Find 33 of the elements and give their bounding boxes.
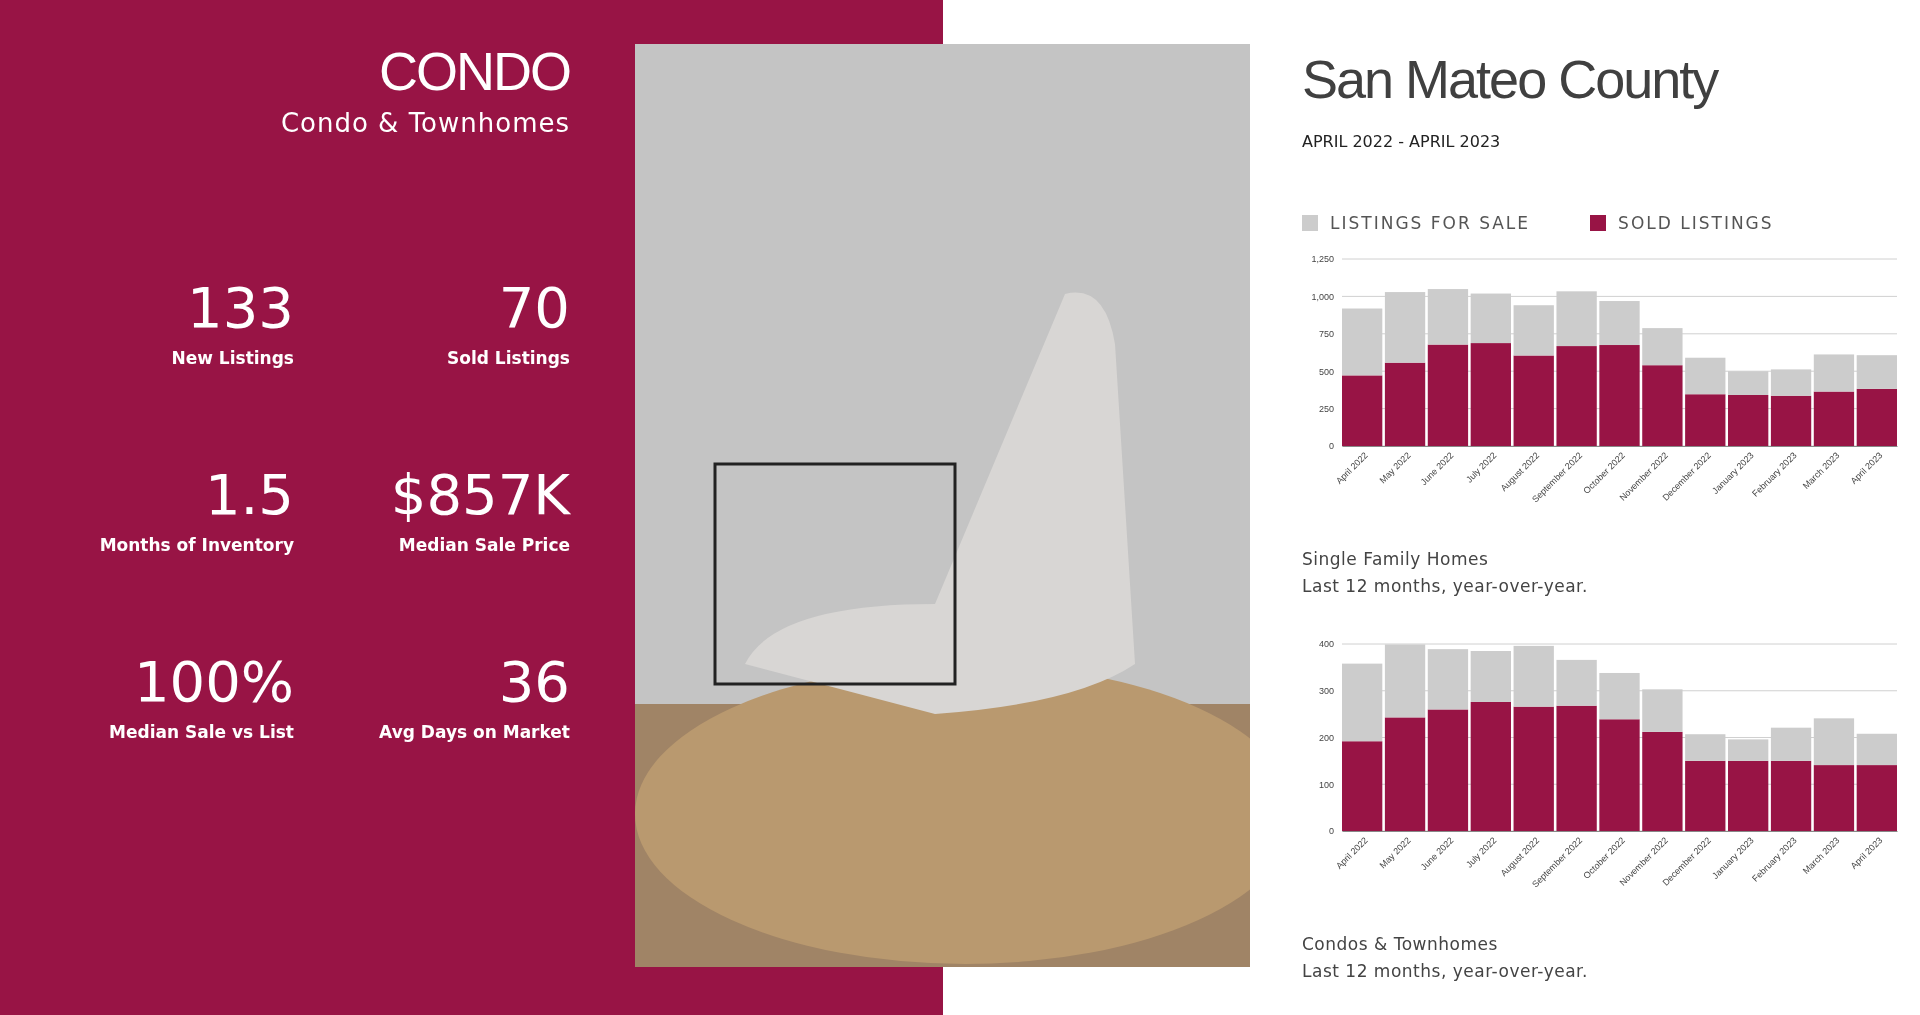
text: Avg Days on Market xyxy=(379,722,570,742)
y-tick-label: 300 xyxy=(1318,686,1334,697)
text: Single Family Homes xyxy=(1302,548,1490,571)
chart-subtitle: APRIL 2022 - APRIL 2023 xyxy=(1302,132,1502,151)
text: $857K xyxy=(390,462,570,527)
text: Condo & Townhomes xyxy=(279,108,570,138)
text: Sold Listings xyxy=(447,348,570,368)
text: Months of Inventory xyxy=(99,535,294,555)
text: 36 xyxy=(497,649,570,714)
text: 1.5 xyxy=(203,462,294,527)
chart-title: San Mateo County xyxy=(1302,48,1719,110)
text: New Listings xyxy=(171,348,294,368)
text: 133 xyxy=(186,275,294,340)
y-tick-label: 250 xyxy=(1318,403,1334,414)
text: CONDO xyxy=(378,40,570,102)
text: Last 12 months, year-over-year. xyxy=(1302,575,1589,598)
y-tick-label: 200 xyxy=(1318,732,1334,743)
y-tick-label: 500 xyxy=(1318,366,1334,377)
text: 70 xyxy=(497,275,570,340)
y-tick-label: 0 xyxy=(1328,441,1334,452)
legend-label: LISTINGS FOR SALE xyxy=(1330,213,1531,233)
y-tick-label: 0 xyxy=(1328,826,1334,837)
y-tick-label: 1,250 xyxy=(1311,254,1334,265)
y-tick-label: 750 xyxy=(1318,329,1334,340)
text: Last 12 months, year-over-year. xyxy=(1302,960,1589,983)
text: Median Sale vs List xyxy=(109,722,294,742)
text: Condos & Townhomes xyxy=(1302,933,1499,956)
text: Median Sale Price xyxy=(397,535,570,555)
y-tick-label: 1,000 xyxy=(1311,291,1334,302)
y-tick-label: 400 xyxy=(1318,639,1334,650)
y-tick-label: 100 xyxy=(1318,779,1334,790)
text: 100% xyxy=(132,649,294,714)
legend-label: SOLD LISTINGS xyxy=(1618,213,1774,233)
